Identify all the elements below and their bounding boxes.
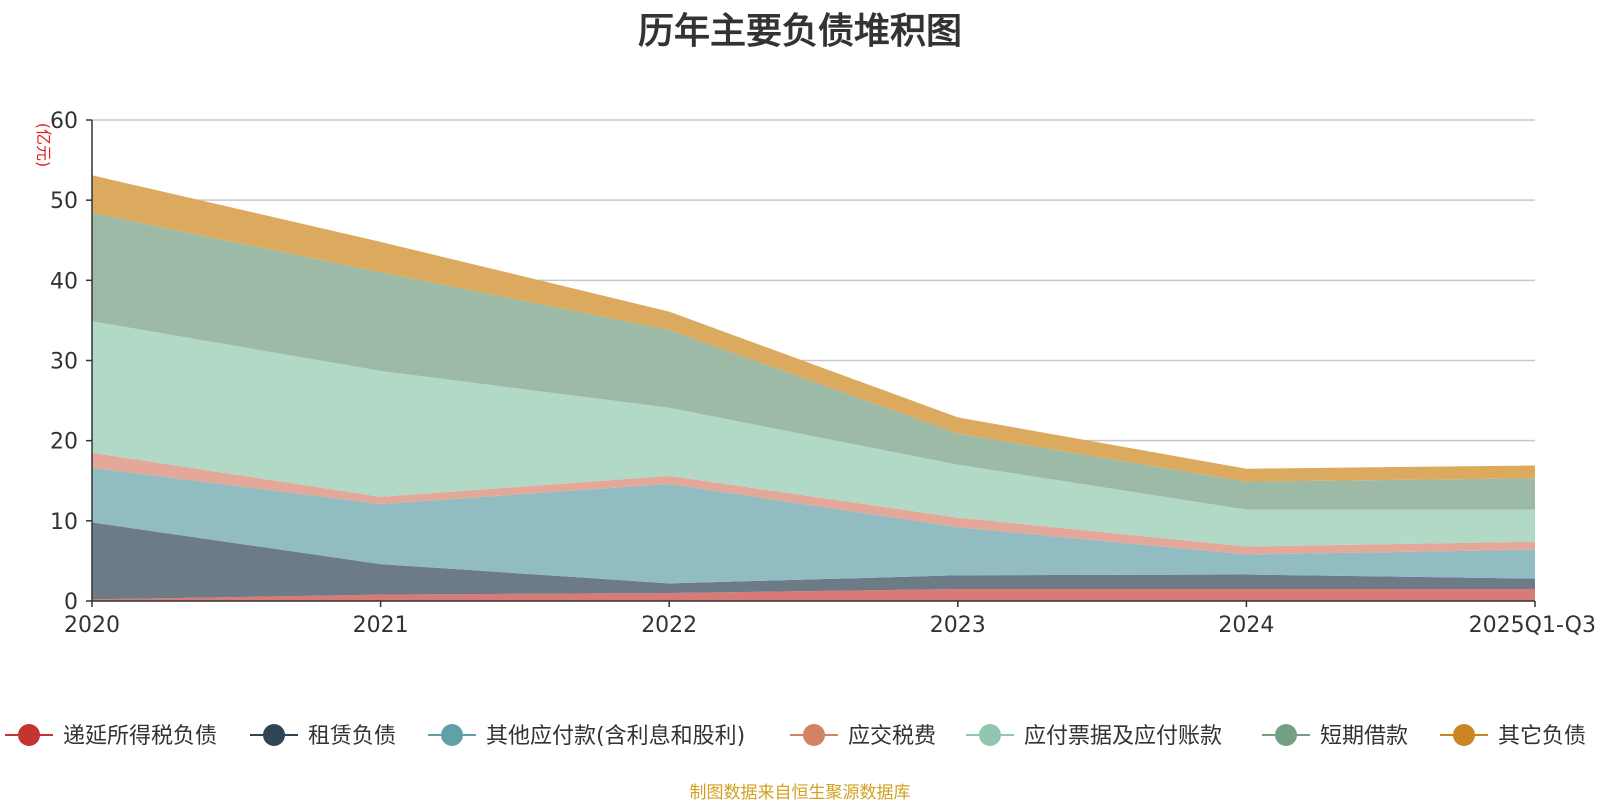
x-tick-label-2: 2022	[641, 613, 697, 638]
legend-item-0: 递延所得税负债	[5, 724, 217, 749]
legend-item-6: 其它负债	[1440, 724, 1586, 749]
legend-marker-4	[979, 724, 1001, 746]
y-tick-label-50: 50	[50, 189, 78, 214]
legend-marker-6	[1453, 724, 1475, 746]
area-series-5	[92, 213, 1535, 510]
legend-label-4: 应付票据及应付账款	[1024, 724, 1222, 749]
x-tick-label-5: 2025Q1-Q3	[1469, 613, 1596, 638]
legend-marker-2	[441, 724, 463, 746]
y-tick-label-10: 10	[50, 510, 78, 535]
legend-marker-3	[803, 724, 825, 746]
legend: 递延所得税负债 租赁负债 其他应付款(含利息和股利) 应交税费 应付票据及应付账款 短期借…	[5, 724, 1586, 749]
y-axis-unit-label: (亿元)	[34, 123, 53, 168]
y-tick-label-20: 20	[50, 430, 78, 455]
chart-title: 历年主要负债堆积图	[637, 11, 962, 52]
legend-label-2: 其他应付款(含利息和股利)	[486, 724, 745, 749]
x-tick-label-4: 2024	[1218, 613, 1274, 638]
legend-marker-5	[1275, 724, 1297, 746]
legend-item-3: 应交税费	[790, 724, 936, 749]
x-tick-label-3: 2023	[930, 613, 986, 638]
area-series-1	[92, 522, 1535, 600]
y-tick-label-30: 30	[50, 350, 78, 375]
legend-marker-0	[18, 724, 40, 746]
x-tick-label-0: 2020	[64, 613, 120, 638]
data-source-note: 制图数据来自恒生聚源数据库	[689, 783, 911, 803]
y-tick-label-0: 0	[64, 590, 78, 615]
area-series-3	[92, 452, 1535, 555]
legend-item-1: 租赁负债	[250, 724, 396, 749]
legend-item-4: 应付票据及应付账款	[966, 724, 1222, 749]
area-series	[92, 175, 1535, 601]
legend-label-6: 其它负债	[1498, 724, 1586, 749]
legend-item-5: 短期借款	[1262, 724, 1408, 749]
y-tick-label-60: 60	[50, 109, 78, 134]
area-series-4	[92, 321, 1535, 547]
y-tick-label-40: 40	[50, 269, 78, 294]
legend-label-1: 租赁负债	[308, 724, 396, 749]
axes: 0 10 20 30 40 50 60 2020 2021 2022 2023 2024 2025Q1-…	[34, 109, 1596, 638]
legend-label-0: 递延所得税负债	[63, 724, 217, 749]
area-series-2	[92, 467, 1535, 584]
legend-label-5: 短期借款	[1320, 724, 1408, 749]
legend-item-2: 其他应付款(含利息和股利)	[428, 724, 745, 749]
legend-marker-1	[263, 724, 285, 746]
area-series-0	[92, 589, 1535, 601]
x-tick-label-1: 2021	[353, 613, 409, 638]
legend-label-3: 应交税费	[848, 724, 936, 749]
